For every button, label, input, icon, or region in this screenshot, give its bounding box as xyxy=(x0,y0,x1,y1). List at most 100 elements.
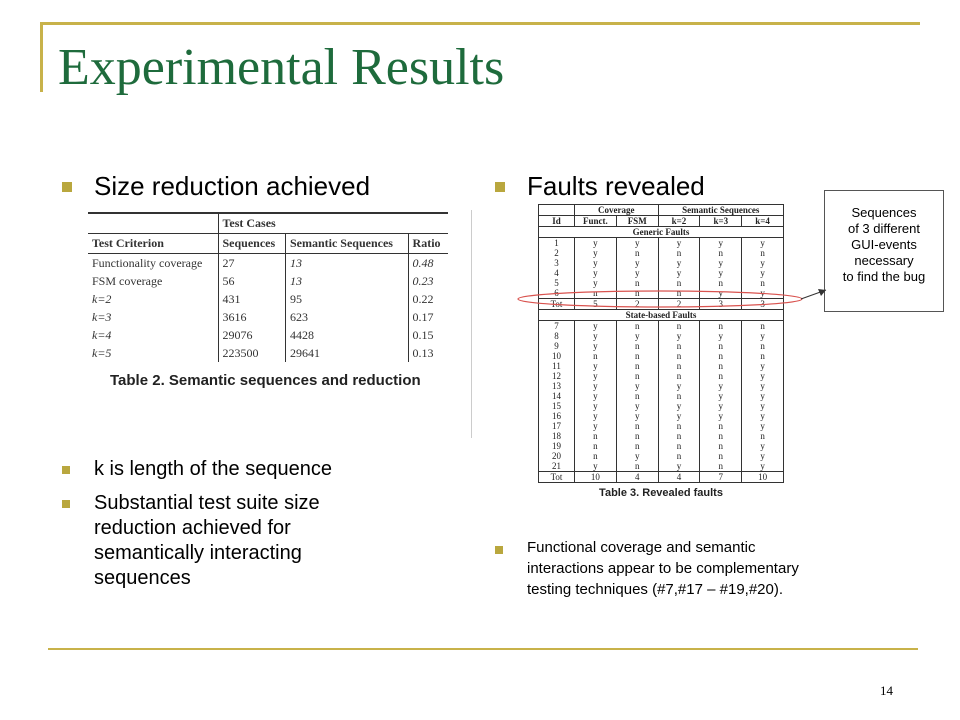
highlight-ellipse xyxy=(517,290,803,308)
table3-cell: 1 xyxy=(538,237,575,248)
table3-cell: 20 xyxy=(538,451,575,461)
table2: Test Cases Test Criterion Sequences Sema… xyxy=(88,212,448,362)
table3-cell: y xyxy=(741,381,784,391)
table3-cell: 8 xyxy=(538,331,575,341)
table3-cell: n xyxy=(741,431,784,441)
table3-cell: y xyxy=(741,371,784,381)
table2-figure: Test Cases Test Criterion Sequences Sema… xyxy=(88,212,472,389)
table3-cell: y xyxy=(741,258,784,268)
table3-cell: 9 xyxy=(538,341,575,351)
bullet-icon xyxy=(62,182,72,192)
table2-cell: k=4 xyxy=(88,326,219,344)
table2-cell: 27 xyxy=(218,253,286,272)
table3-cell: 13 xyxy=(538,381,575,391)
slide-title: Experimental Results xyxy=(58,39,505,96)
table2-cell: 0.22 xyxy=(412,291,434,306)
table3-row: 18 n n n n n xyxy=(538,431,784,441)
left-bullet-1: k is length of the sequence xyxy=(94,458,332,480)
table2-caption: Table 2. Semantic sequences and reductio… xyxy=(110,372,421,389)
table3-cell: 10 xyxy=(538,351,575,361)
table2-cell: 29076 xyxy=(218,326,286,344)
table2-cell: 4428 xyxy=(285,326,409,344)
table3-cell: 12 xyxy=(538,371,575,381)
table3-caption: Table 3. Revealed faults xyxy=(599,487,723,499)
table3-cell: y xyxy=(741,237,784,248)
table3-cell: y xyxy=(741,411,784,421)
table3-cell: n xyxy=(741,351,784,361)
table3-cell: 16 xyxy=(538,411,575,421)
table3-row: 17 y n n n y xyxy=(538,421,784,431)
table2-cell: 0.23 xyxy=(412,273,434,288)
callout-line: GUI-events xyxy=(851,237,917,252)
table2-cell: 56 xyxy=(218,272,286,290)
table3-generic-section-label: Generic Faults xyxy=(538,226,784,238)
table2-cell: 431 xyxy=(218,290,286,308)
table2-header: Test Criterion xyxy=(88,233,219,254)
table3-cell: n xyxy=(741,248,784,258)
table3-figure: Coverage Semantic Sequences Id Funct. FS… xyxy=(538,204,785,499)
callout-line: to find the bug xyxy=(842,269,926,284)
left-heading: Size reduction achieved xyxy=(94,171,371,201)
table3-cell: y xyxy=(741,441,784,451)
table3-cell: y xyxy=(741,451,784,461)
table3-row: 12 y n n n y xyxy=(538,371,784,381)
table3-total-cell: Tot xyxy=(538,471,575,483)
bullet-icon xyxy=(495,546,503,554)
table3-generic-section: Generic Faults xyxy=(538,226,784,238)
table2-row: k=5 223500 29641 0.13 xyxy=(88,344,448,362)
figure-divider xyxy=(471,210,472,438)
table3-cell: y xyxy=(741,331,784,341)
table3-cell: 3 xyxy=(538,258,575,268)
table3-state-section: State-based Faults xyxy=(538,309,784,321)
bullet-icon xyxy=(495,182,505,192)
table3-cell: y xyxy=(741,391,784,401)
table3-cell: y xyxy=(741,361,784,371)
table3-cell: n xyxy=(741,341,784,351)
table3-row: 13 y y y y y xyxy=(538,381,784,391)
table2-row: k=4 29076 4428 0.15 xyxy=(88,326,448,344)
right-heading: Faults revealed xyxy=(527,171,705,201)
frame-left-rule xyxy=(40,22,43,92)
table2-cell: 95 xyxy=(285,290,409,308)
table3-cell: 7 xyxy=(538,320,575,331)
table2-header: Sequences xyxy=(218,233,286,254)
frame-top-rule xyxy=(40,22,920,25)
table2-row: k=3 3616 623 0.17 xyxy=(88,308,448,326)
table3-cell: 15 xyxy=(538,401,575,411)
callout-line: necessary xyxy=(854,253,914,268)
table2-cell: 0.17 xyxy=(412,309,434,324)
right-bullet: Functional coverage and semantic interac… xyxy=(527,539,799,598)
page-number: 14 xyxy=(880,683,893,698)
table2-group-header: Test Cases xyxy=(218,212,448,234)
table2-row: FSM coverage 56 13 0.23 xyxy=(88,272,448,290)
table2-row: k=2 431 95 0.22 xyxy=(88,290,448,308)
callout-line: Sequences xyxy=(851,205,917,220)
table3-cell: 17 xyxy=(538,421,575,431)
table3-row: 19 n n n n y xyxy=(538,441,784,451)
table3-cell: 18 xyxy=(538,431,575,441)
bullet-icon xyxy=(62,500,70,508)
left-bullet-2: Substantial test suite size reduction ac… xyxy=(94,492,320,589)
table3-cell: y xyxy=(741,268,784,278)
table2-cell: 0.48 xyxy=(412,255,434,270)
table3-cell: y xyxy=(741,401,784,411)
table2-cell: 623 xyxy=(285,308,409,326)
footer-rule xyxy=(48,648,918,650)
table3-cell: 14 xyxy=(538,391,575,401)
table3-row: 15 y y y y y xyxy=(538,401,784,411)
table3-cell: 11 xyxy=(538,361,575,371)
table2-cell: 0.13 xyxy=(412,345,434,360)
table2-cell: k=2 xyxy=(88,290,219,308)
table3-total-cell: 7 xyxy=(699,471,743,483)
table2-cell: 29641 xyxy=(285,344,409,362)
table3-cell: y xyxy=(741,461,784,472)
table3-state-section-label: State-based Faults xyxy=(538,309,784,321)
